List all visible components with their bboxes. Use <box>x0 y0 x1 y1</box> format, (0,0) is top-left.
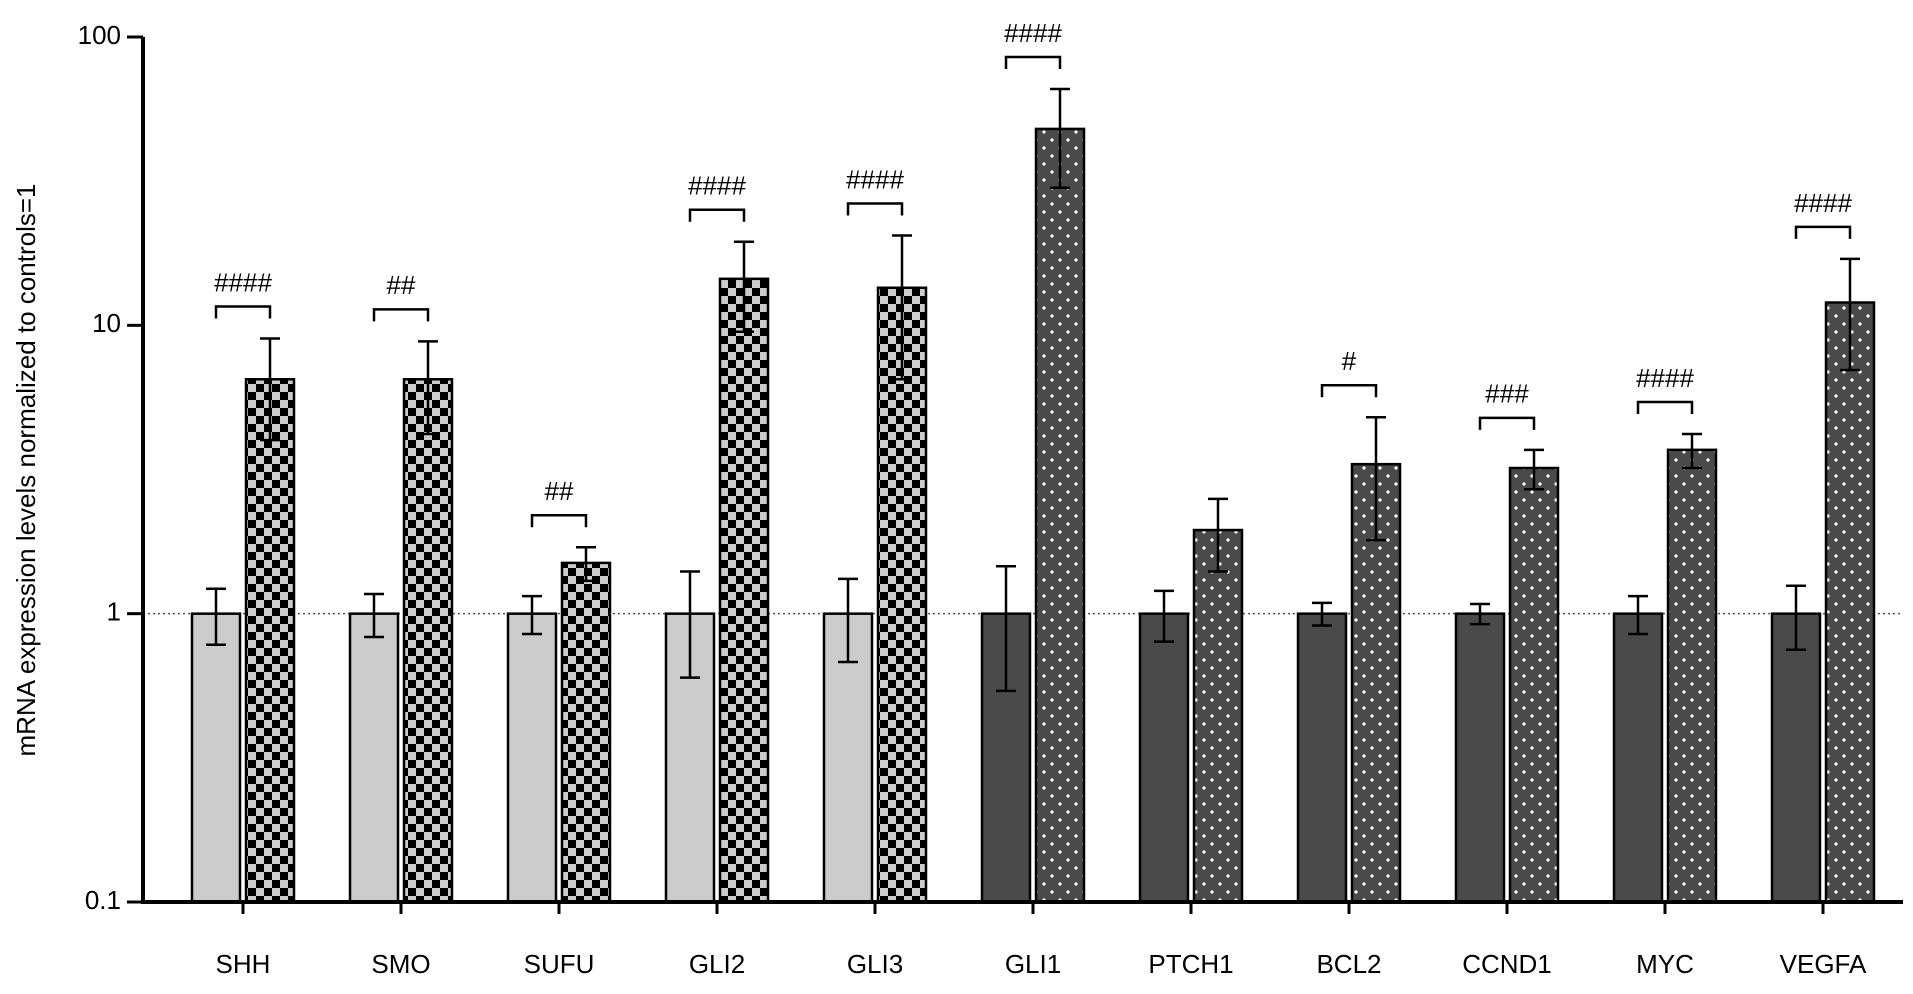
significance-label: #### <box>846 164 904 194</box>
y-tick-label: 100 <box>78 20 121 50</box>
significance-bracket <box>372 308 430 322</box>
significance-label: ## <box>545 476 574 506</box>
y-tick-label: 1 <box>107 597 121 627</box>
significance-bracket <box>1636 400 1694 414</box>
y-tick-label: 10 <box>92 308 121 338</box>
x-tick-label: CCND1 <box>1462 949 1552 979</box>
x-tick-label: VEGFA <box>1780 949 1867 979</box>
x-tick-label: GLI2 <box>689 949 745 979</box>
bar <box>1666 448 1718 904</box>
bar <box>1770 612 1822 904</box>
significance-bracket <box>214 305 272 319</box>
significance-label: ### <box>1485 379 1529 409</box>
bar <box>1192 528 1244 904</box>
y-axis-label: mRNA expression levels normalized to con… <box>11 184 41 757</box>
significance-label: ## <box>387 270 416 300</box>
significance-bracket <box>1004 55 1062 70</box>
bar <box>560 561 612 904</box>
x-tick-label: SHH <box>216 949 271 979</box>
significance-label: #### <box>688 171 746 201</box>
bar <box>1508 466 1560 904</box>
bar <box>1824 301 1876 904</box>
significance-label: #### <box>214 267 272 297</box>
significance-bracket <box>1794 225 1852 239</box>
significance-label: #### <box>1004 18 1062 48</box>
bar <box>718 277 770 904</box>
y-tick-label: 0.1 <box>85 885 121 915</box>
significance-label: #### <box>1794 188 1852 218</box>
x-tick-label: SUFU <box>524 949 595 979</box>
bar <box>244 378 296 904</box>
significance-bracket <box>846 202 904 216</box>
bar <box>348 612 400 904</box>
significance-bracket <box>1320 383 1378 398</box>
significance-label: # <box>1342 346 1357 376</box>
x-tick-label: PTCH1 <box>1148 949 1233 979</box>
x-tick-label: GLI3 <box>847 949 903 979</box>
bar <box>1296 612 1348 904</box>
significance-label: #### <box>1636 363 1694 393</box>
bar <box>1454 612 1506 904</box>
x-tick-label: GLI1 <box>1005 949 1061 979</box>
x-tick-label: MYC <box>1636 949 1694 979</box>
bar <box>1138 612 1190 904</box>
x-tick-label: SMO <box>371 949 430 979</box>
bar <box>190 612 242 904</box>
bar <box>1034 127 1086 904</box>
bar <box>1612 612 1664 904</box>
x-tick-label: BCL2 <box>1316 949 1381 979</box>
significance-bracket <box>530 513 588 528</box>
significance-bracket <box>1478 416 1536 430</box>
significance-bracket <box>688 208 746 222</box>
bar <box>664 612 716 904</box>
bar <box>402 378 454 904</box>
bar <box>506 612 558 904</box>
